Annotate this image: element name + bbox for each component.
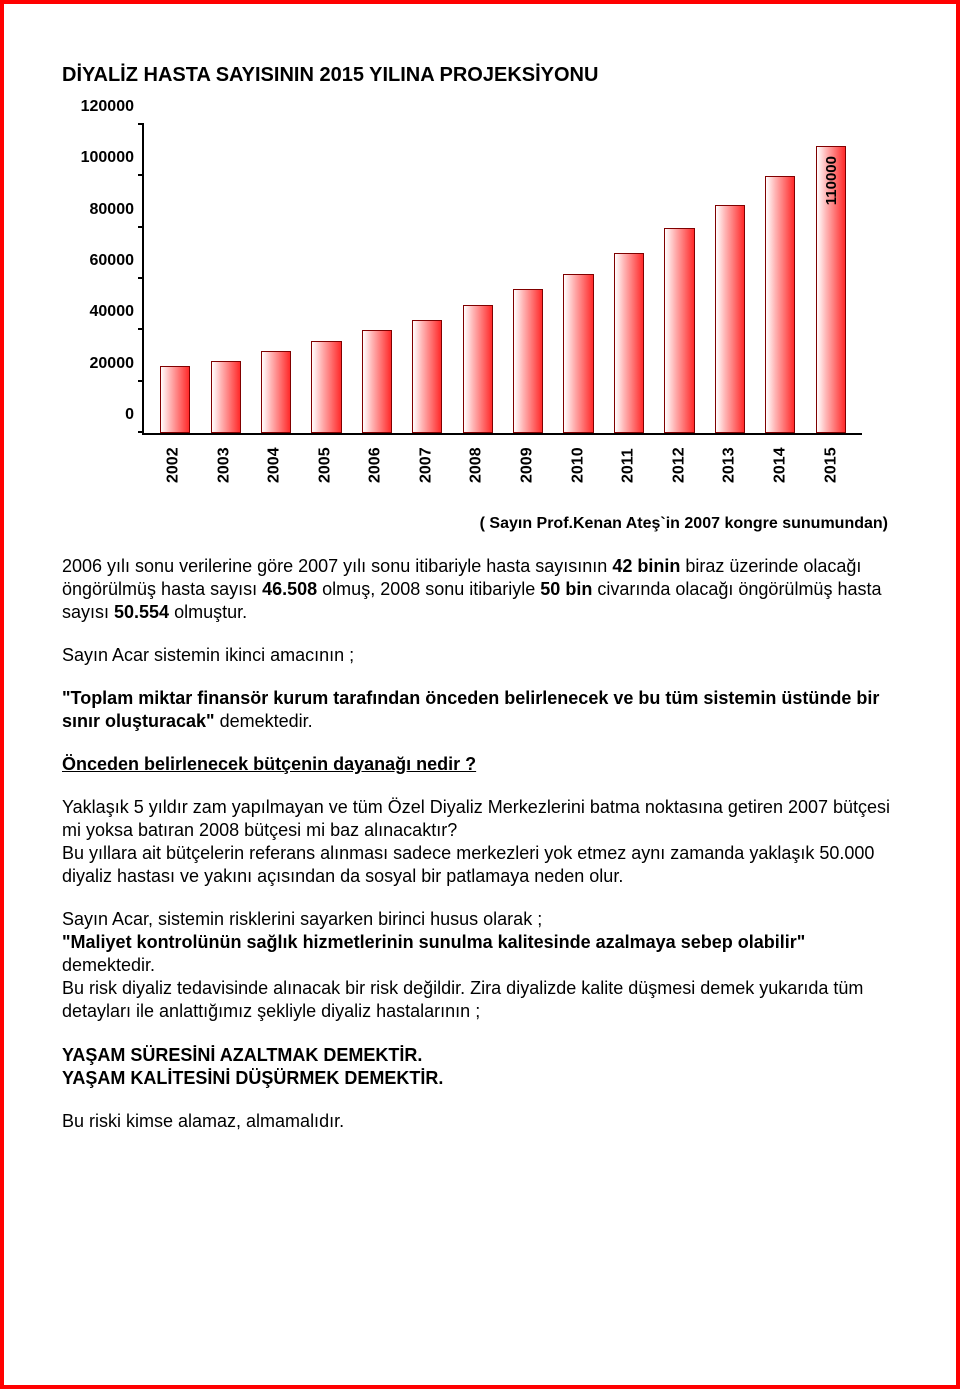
bar-top [311, 341, 341, 347]
x-axis-label: 2011 [603, 439, 654, 485]
bar-top [816, 146, 846, 152]
bar-value-label: 110000 [823, 156, 840, 205]
bar-slot [705, 125, 755, 433]
y-tick [138, 328, 144, 330]
y-tick [138, 380, 144, 382]
bars-row: 110000 [144, 125, 862, 433]
paragraph-3: "Toplam miktar finansör kurum tarafından… [62, 687, 898, 733]
y-axis-label: 100000 [72, 149, 134, 167]
y-tick [138, 277, 144, 279]
page: DİYALİZ HASTA SAYISININ 2015 YILINA PROJ… [0, 0, 960, 1389]
x-axis-label: 2014 [755, 439, 806, 485]
x-axis-label: 2003 [199, 439, 250, 485]
y-axis-label: 20000 [72, 355, 134, 373]
y-axis-label: 40000 [72, 303, 134, 321]
x-axis-label: 2007 [401, 439, 452, 485]
bar-top [664, 228, 694, 234]
paragraph-2: Sayın Acar sistemin ikinci amacının ; [62, 644, 898, 667]
x-axis-label: 2010 [553, 439, 604, 485]
paragraph-9: Bu riski kimse alamaz, almamalıdır. [62, 1110, 898, 1133]
bar [160, 371, 190, 433]
bar-top [362, 330, 392, 336]
bar-top [412, 320, 442, 326]
paragraph-1: 2006 yılı sonu verilerine göre 2007 yılı… [62, 555, 898, 624]
bar-slot [402, 125, 452, 433]
chart-container: 110000 020000400006000080000100000120000… [62, 115, 872, 485]
bar-chart: 110000 020000400006000080000100000120000… [62, 115, 872, 485]
bar-slot [352, 125, 402, 433]
x-axis-label: 2006 [350, 439, 401, 485]
bar [463, 310, 493, 433]
bar [513, 294, 543, 433]
y-axis-label: 0 [72, 406, 134, 424]
plot-area: 110000 020000400006000080000100000120000 [142, 125, 862, 435]
bar [664, 233, 694, 433]
y-axis-label: 80000 [72, 201, 134, 219]
bar-top [463, 305, 493, 311]
bar-slot [654, 125, 704, 433]
x-axis-label: 2009 [502, 439, 553, 485]
paragraph-5: Yaklaşık 5 yıldır zam yapılmayan ve tüm … [62, 796, 898, 888]
x-axis-label: 2012 [654, 439, 705, 485]
x-axis-label: 2004 [249, 439, 300, 485]
bar [261, 356, 291, 433]
bar-slot [453, 125, 503, 433]
bar [412, 325, 442, 433]
y-tick [138, 174, 144, 176]
page-title: DİYALİZ HASTA SAYISININ 2015 YILINA PROJ… [62, 64, 898, 87]
x-axis-label: 2005 [300, 439, 351, 485]
x-axis-label: 2008 [451, 439, 502, 485]
paragraph-7: YAŞAM SÜRESİNİ AZALTMAK DEMEKTİR. YAŞAM … [62, 1044, 898, 1090]
chart-caption: ( Sayın Prof.Kenan Ateş`in 2007 kongre s… [62, 515, 888, 533]
bar: 110000 [816, 151, 846, 433]
x-axis-labels: 2002200320042005200620072008200920102011… [142, 439, 862, 485]
bar-slot [150, 125, 200, 433]
bar [765, 181, 795, 433]
bar [311, 346, 341, 433]
bar [211, 366, 241, 433]
bar [614, 258, 644, 433]
y-tick [138, 431, 144, 433]
y-axis-label: 120000 [72, 98, 134, 116]
bar-top [513, 289, 543, 295]
bar-slot [251, 125, 301, 433]
y-axis-label: 60000 [72, 252, 134, 270]
x-axis-label: 2002 [148, 439, 199, 485]
x-axis-label: 2013 [704, 439, 755, 485]
bar [715, 210, 745, 433]
y-tick [138, 226, 144, 228]
y-tick [138, 123, 144, 125]
bar-top [765, 176, 795, 182]
bar-top [614, 253, 644, 259]
bar-slot [553, 125, 603, 433]
bar-top [563, 274, 593, 280]
bar-slot [301, 125, 351, 433]
bar-slot [200, 125, 250, 433]
bar-top [261, 351, 291, 357]
bar-top [715, 205, 745, 211]
paragraph-6: Sayın Acar, sistemin risklerini sayarken… [62, 908, 898, 1023]
x-axis-label: 2015 [806, 439, 857, 485]
bar [362, 335, 392, 433]
bar [563, 279, 593, 433]
bar-top [211, 361, 241, 367]
bar-top [160, 366, 190, 372]
bar-slot: 110000 [805, 125, 855, 433]
bar-slot [604, 125, 654, 433]
bar-slot [755, 125, 805, 433]
bar-slot [503, 125, 553, 433]
paragraph-4: Önceden belirlenecek bütçenin dayanağı n… [62, 753, 898, 776]
body-text: 2006 yılı sonu verilerine göre 2007 yılı… [62, 555, 898, 1133]
